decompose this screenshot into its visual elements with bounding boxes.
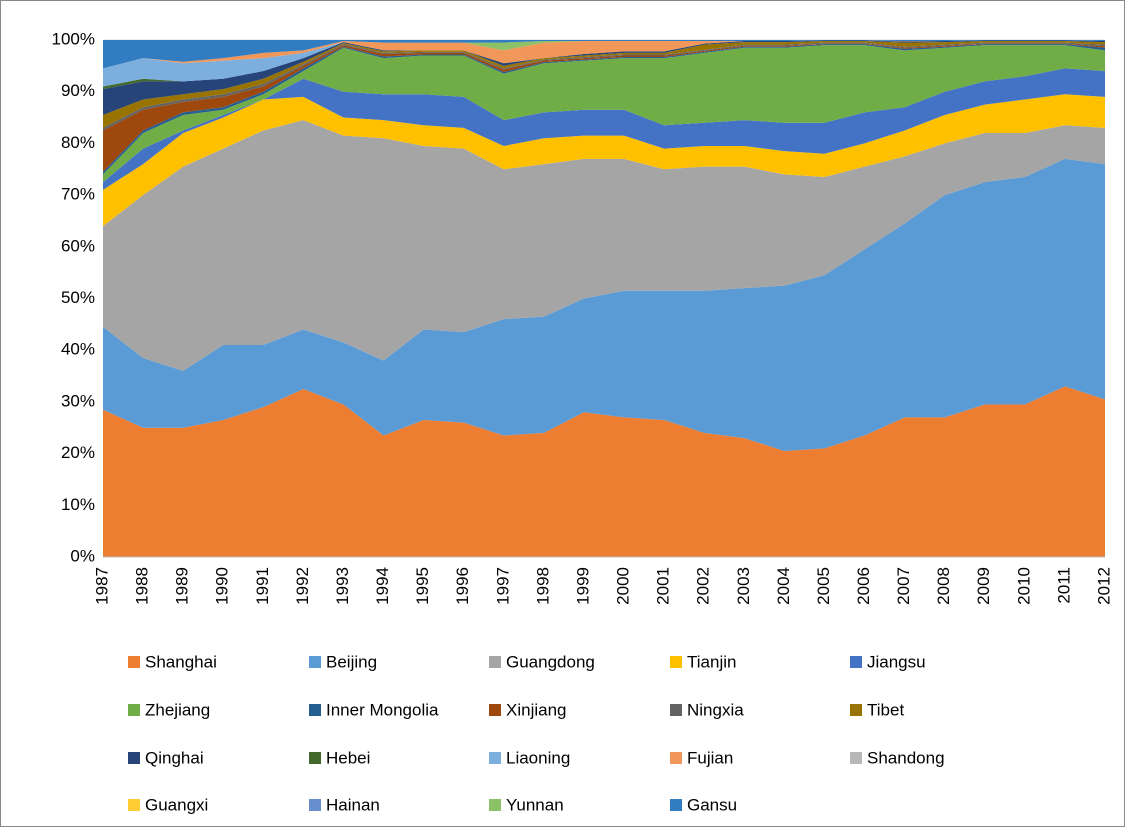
y-tick-label: 80%: [61, 133, 95, 152]
legend-label: Beijing: [326, 652, 377, 671]
legend-label: Guangxi: [145, 795, 208, 814]
y-tick-label: 100%: [52, 29, 95, 48]
area: [103, 40, 1105, 69]
area: [103, 40, 1105, 69]
area: [103, 45, 1105, 183]
x-tick-label: 2006: [854, 567, 873, 605]
legend-swatch: [850, 752, 862, 764]
legend-swatch: [489, 799, 501, 811]
x-tick-label: 1993: [333, 567, 352, 605]
y-tick-label: 70%: [61, 185, 95, 204]
legend-label: Zhejiang: [145, 700, 210, 719]
legend-label: Tianjin: [687, 652, 736, 671]
legend-swatch: [670, 799, 682, 811]
y-tick-label: 50%: [61, 288, 95, 307]
x-tick-label: 2011: [1054, 567, 1073, 604]
y-tick-label: 60%: [61, 236, 95, 255]
legend-label: Jiangsu: [867, 652, 926, 671]
y-tick-label: 10%: [61, 495, 95, 514]
x-tick-label: 1996: [453, 567, 472, 605]
area: [103, 68, 1105, 190]
x-tick-label: 2001: [654, 567, 673, 605]
legend-swatch: [309, 656, 321, 668]
legend-swatch: [128, 704, 140, 716]
x-tick-label: 2000: [614, 567, 633, 605]
legend-label: Shanghai: [145, 652, 217, 671]
y-tick-label: 20%: [61, 443, 95, 462]
legend-swatch: [670, 704, 682, 716]
legend-swatch: [670, 752, 682, 764]
legend-label: Qinghai: [145, 748, 204, 767]
legend-label: Gansu: [687, 795, 737, 814]
y-tick-label: 30%: [61, 391, 95, 410]
legend-label: Inner Mongolia: [326, 700, 439, 719]
x-tick-label: 1991: [253, 567, 272, 605]
legend-swatch: [128, 799, 140, 811]
x-tick-label: 1990: [213, 567, 232, 605]
x-tick-label: 2004: [774, 567, 793, 605]
legend-label: Tibet: [867, 700, 904, 719]
x-tick-label: 2005: [814, 567, 833, 605]
legend-swatch: [128, 752, 140, 764]
x-tick-label: 2002: [694, 567, 713, 605]
x-tick-label: 2012: [1094, 567, 1113, 605]
x-tick-label: 2007: [894, 567, 913, 605]
x-tick-label: 1995: [413, 567, 432, 605]
x-tick-label: 1992: [293, 567, 312, 605]
legend-label: Ningxia: [687, 700, 744, 719]
legend-label: Shandong: [867, 748, 945, 767]
legend-swatch: [489, 704, 501, 716]
y-tick-label: 0%: [70, 546, 95, 565]
legend-label: Hainan: [326, 795, 380, 814]
y-tick-label: 40%: [61, 340, 95, 359]
legend-label: Yunnan: [506, 795, 564, 814]
legend-swatch: [850, 704, 862, 716]
x-tick-label: 2008: [934, 567, 953, 605]
legend-label: Guangdong: [506, 652, 595, 671]
legend-swatch: [128, 656, 140, 668]
legend-swatch: [489, 752, 501, 764]
legend-swatch: [850, 656, 862, 668]
legend-swatch: [489, 656, 501, 668]
x-tick-label: 1987: [92, 567, 111, 605]
legend-swatch: [309, 704, 321, 716]
x-tick-label: 1998: [533, 567, 552, 605]
x-tick-label: 2010: [1014, 567, 1033, 605]
area: [103, 120, 1105, 371]
legend-swatch: [309, 799, 321, 811]
legend-label: Fujian: [687, 748, 733, 767]
y-tick-label: 90%: [61, 81, 95, 100]
x-tick-label: 1988: [133, 567, 152, 605]
x-tick-label: 2009: [974, 567, 993, 605]
x-tick-label: 2003: [734, 567, 753, 605]
legend-label: Hebei: [326, 748, 370, 767]
legend-swatch: [670, 656, 682, 668]
legend-label: Xinjiang: [506, 700, 567, 719]
area: [103, 386, 1105, 557]
x-tick-label: 1999: [573, 567, 592, 605]
area: [103, 158, 1105, 452]
legend-label: Liaoning: [506, 748, 570, 767]
x-tick-label: 1994: [373, 567, 392, 605]
x-tick-label: 1997: [493, 567, 512, 605]
area: [103, 94, 1105, 227]
x-tick-label: 1989: [173, 567, 192, 605]
legend-swatch: [309, 752, 321, 764]
